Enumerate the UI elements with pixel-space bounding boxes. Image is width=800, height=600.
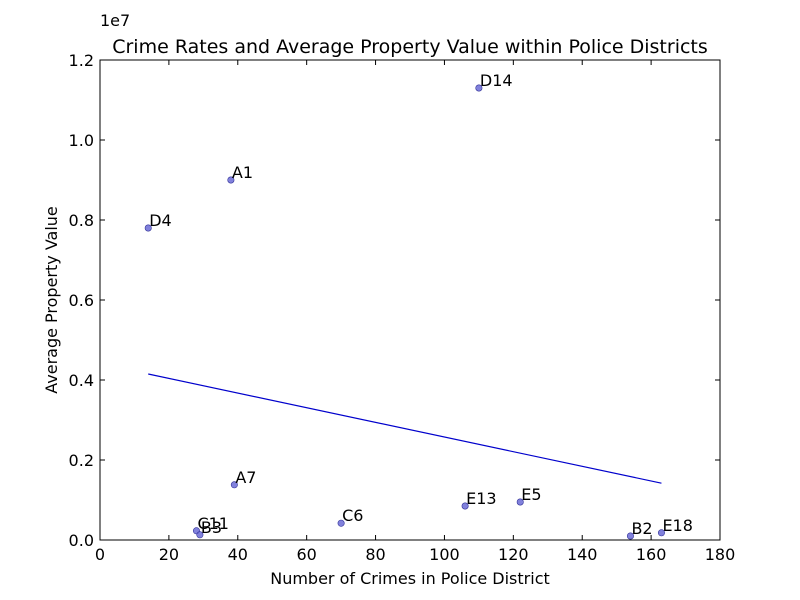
point-label: E5 — [521, 485, 541, 504]
point-label: D4 — [149, 211, 172, 230]
y-offset-label: 1e7 — [100, 11, 130, 30]
data-point — [144, 224, 152, 232]
point-label: E18 — [662, 516, 692, 535]
x-tick-label: 60 — [296, 545, 316, 564]
point-label: B2 — [631, 519, 652, 538]
y-tick-label: 0.8 — [69, 211, 94, 230]
point-label: D14 — [480, 71, 513, 90]
data-point — [657, 529, 665, 537]
data-point — [475, 84, 483, 92]
x-tick-label: 100 — [429, 545, 460, 564]
x-tick-label: 20 — [159, 545, 179, 564]
data-point — [230, 481, 238, 489]
data-point — [337, 519, 345, 527]
data-point — [461, 502, 469, 510]
trend-line — [148, 373, 662, 484]
axis-ticks: 0 20 40 60 80 100 120 140 160 180 0.0 0.2 0.4 0.6 0.8 1… — [69, 51, 736, 564]
x-tick-label: 120 — [498, 545, 529, 564]
x-axis-label: Number of Crimes in Police District — [270, 569, 550, 588]
x-tick-label: 180 — [705, 545, 736, 564]
y-tick-label: 0.0 — [69, 531, 94, 550]
point-label: C6 — [342, 506, 363, 525]
point-label: B3 — [201, 518, 222, 537]
x-tick-label: 40 — [228, 545, 248, 564]
point-label: E13 — [466, 489, 496, 508]
y-tick-label: 1.2 — [69, 51, 94, 70]
y-tick-label: 1.0 — [69, 131, 94, 150]
data-point — [227, 176, 235, 184]
point-label: C11 — [197, 514, 229, 533]
point-label: A1 — [232, 163, 253, 182]
chart-title: Crime Rates and Average Property Value w… — [112, 36, 708, 58]
y-tick-label: 0.6 — [69, 291, 94, 310]
point-label: A7 — [235, 468, 256, 487]
data-point — [516, 498, 524, 506]
y-axis-label: Average Property Value — [42, 206, 61, 394]
x-tick-label: 140 — [567, 545, 598, 564]
x-tick-label: 160 — [636, 545, 667, 564]
y-tick-label: 0.4 — [69, 371, 94, 390]
y-tick-label: 0.2 — [69, 451, 94, 470]
data-point — [626, 532, 634, 540]
x-tick-label: 0 — [95, 545, 105, 564]
x-tick-label: 80 — [365, 545, 385, 564]
data-point — [196, 531, 204, 539]
plot-frame — [99, 59, 721, 541]
